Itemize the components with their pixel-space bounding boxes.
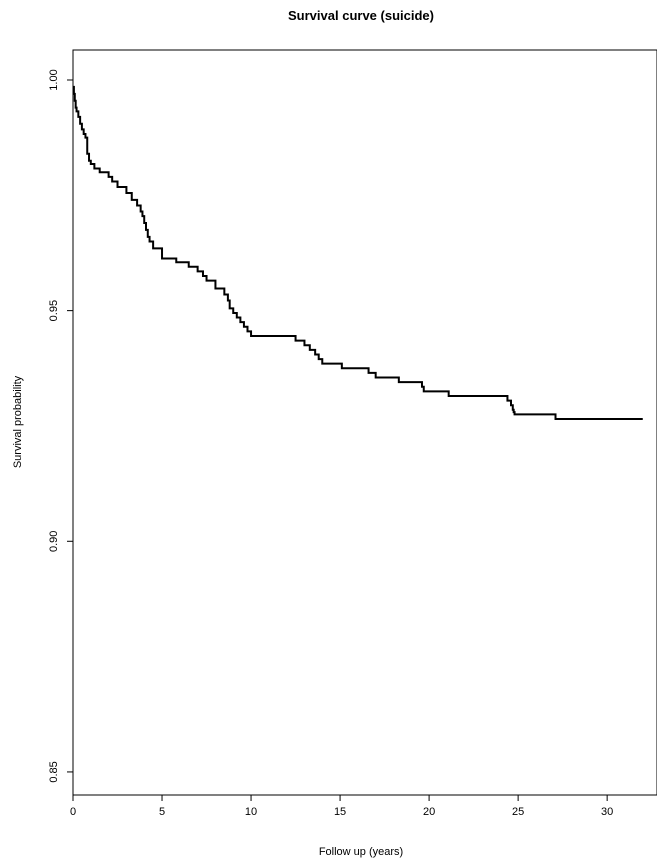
x-tick-label: 5 [159, 806, 165, 818]
survival-step-line [72, 85, 643, 421]
x-tick-label: 0 [70, 806, 76, 818]
y-tick-label: 1.00 [48, 69, 60, 90]
y-tick-label: 0.90 [48, 531, 60, 552]
x-axis-label: Follow up (years) [319, 846, 403, 858]
plot-frame [72, 49, 657, 796]
x-tick-label: 10 [245, 806, 257, 818]
y-tick-label: 0.95 [48, 300, 60, 321]
x-tick-label: 30 [601, 806, 613, 818]
y-axis: 0.85 0.90 0.95 1.00 [48, 69, 73, 783]
y-tick-label: 0.85 [48, 761, 60, 782]
x-tick-label: 20 [423, 806, 435, 818]
y-axis-label: Survival probability [12, 375, 24, 468]
x-axis: 0 5 10 15 20 25 30 [70, 795, 613, 818]
x-tick-label: 15 [334, 806, 346, 818]
x-tick-label: 25 [512, 806, 524, 818]
chart-title: Survival curve (suicide) [288, 8, 434, 23]
